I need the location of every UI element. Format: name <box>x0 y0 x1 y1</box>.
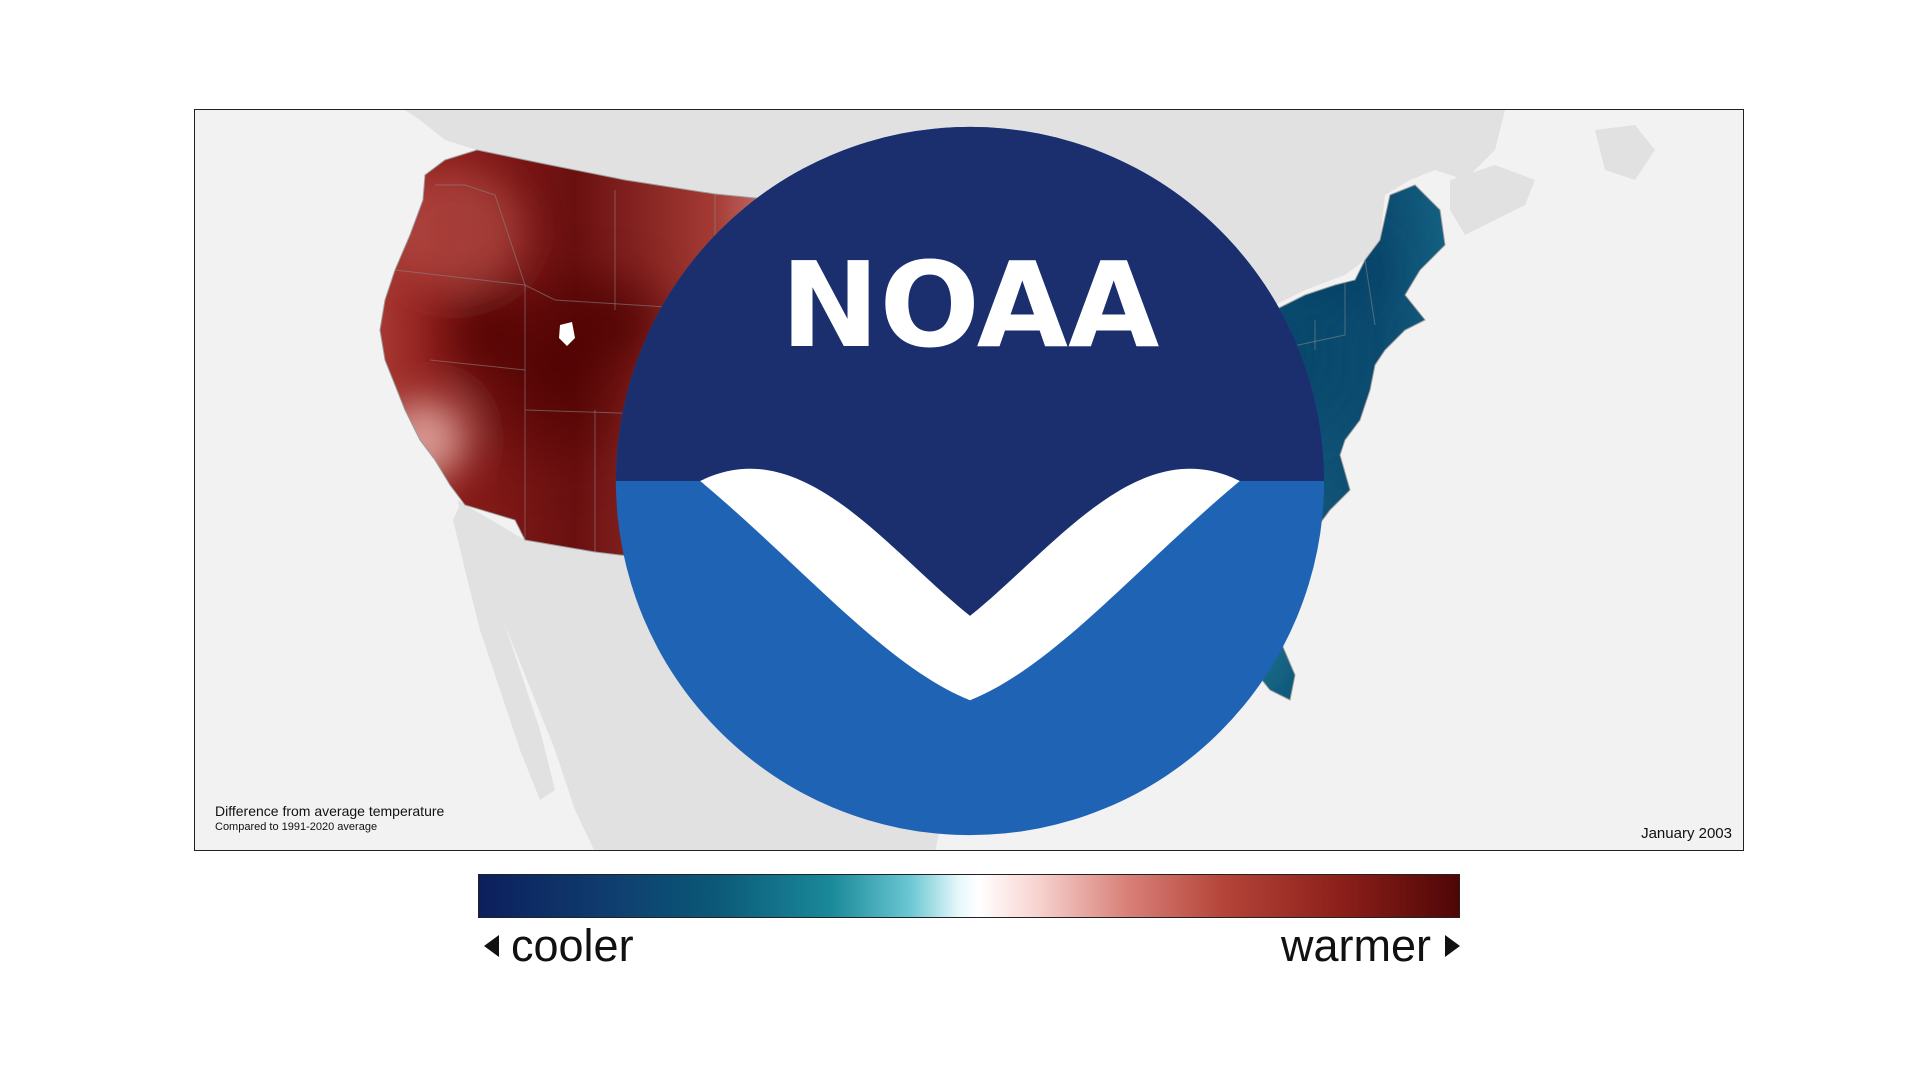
great-salt-lake <box>559 322 575 346</box>
map-date: January 2003 <box>1641 825 1732 842</box>
noaa-logo-text: NOAA <box>781 236 1160 374</box>
legend-cooler: cooler <box>484 918 634 974</box>
color-scale-bar <box>478 874 1460 918</box>
legend-cooler-label: cooler <box>511 920 634 971</box>
map-caption: Difference from average temperature Comp… <box>215 802 444 834</box>
baja-peninsula <box>453 505 555 800</box>
right-arrow-icon <box>1445 935 1460 957</box>
caption-title: Difference from average temperature <box>215 803 445 819</box>
caption-subtitle: Compared to 1991-2020 average <box>215 821 378 833</box>
legend-warmer: warmer <box>1281 918 1460 974</box>
noaa-logo: NOAA <box>615 126 1325 836</box>
legend-warmer-label: warmer <box>1280 920 1431 971</box>
maritimes-landmass <box>1450 165 1535 235</box>
left-arrow-icon <box>484 935 499 957</box>
newfoundland-landmass <box>1595 125 1655 180</box>
temperature-anomaly-map: Difference from average temperature Comp… <box>194 109 1744 851</box>
